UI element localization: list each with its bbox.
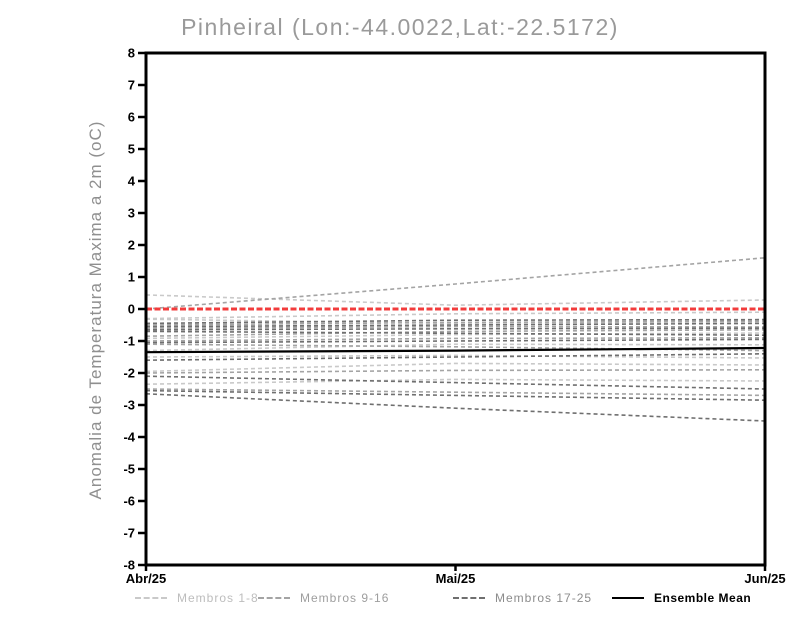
series-line-membro-17 <box>145 322 766 328</box>
y-tick-label: 2 <box>128 238 135 253</box>
y-tick-label: -5 <box>123 462 135 477</box>
series-line-ensemble-mean <box>145 346 766 354</box>
series-line-membro-1 <box>145 294 766 307</box>
y-tick-label: 8 <box>128 46 135 61</box>
chart-title: Pinheiral (Lon:-44.0022,Lat:-22.5172) <box>181 14 619 40</box>
legend-label: Membros 17-25 <box>495 591 593 605</box>
series-line-membro-16 <box>145 328 766 337</box>
series-line-membro-10 <box>145 320 766 326</box>
x-tick-label: Abr/25 <box>126 571 166 586</box>
series-line-membro-7 <box>145 362 766 373</box>
dashed-line-sample-light <box>135 597 167 599</box>
y-tick-label: 1 <box>128 270 135 285</box>
legend-item-membros-17-25: Membros 17-25 <box>453 591 592 605</box>
y-tick-label: 7 <box>128 78 135 93</box>
series-line-membro-22 <box>145 375 766 390</box>
series-line-membro-21 <box>145 353 766 361</box>
series-line-membro-8 <box>145 378 766 385</box>
series-line-membro-20 <box>145 338 766 344</box>
series-line-membro-6 <box>145 354 766 359</box>
series-line-membro-19 <box>145 330 766 336</box>
legend-label: Ensemble Mean <box>654 591 752 605</box>
series-line-membro-15 <box>145 388 766 397</box>
y-tick-label: -7 <box>123 526 135 541</box>
dashed-line-sample-dark <box>453 597 485 599</box>
y-tick-label: 6 <box>128 110 135 125</box>
series-line-membro-18 <box>145 327 766 331</box>
y-tick-label: -2 <box>123 366 135 381</box>
y-tick-label: -6 <box>123 494 135 509</box>
series-line-membro-11 <box>145 325 766 330</box>
y-tick-label: -4 <box>123 430 135 445</box>
legend-label: Membros 9-16 <box>300 591 390 605</box>
y-tick-label: 5 <box>128 142 135 157</box>
series-line-membro-23 <box>145 389 766 401</box>
series-line-membro-13 <box>145 343 766 352</box>
x-tick-label: Jun/25 <box>744 571 785 586</box>
y-tick-label: 4 <box>128 174 136 189</box>
series-line-membro-9 <box>145 257 766 310</box>
series-line-membro-24 <box>145 393 766 422</box>
x-tick-label: Mai/25 <box>436 571 476 586</box>
series-line-membro-4 <box>145 332 766 340</box>
y-tick-label: 0 <box>128 302 135 317</box>
legend-item-membros-9-16: Membros 9-16 <box>258 591 389 605</box>
series-line-membro-2 <box>145 311 766 320</box>
y-tick-label: 3 <box>128 206 135 221</box>
series-line-membro-25 <box>145 318 766 325</box>
legend-item-ensemble-mean: Ensemble Mean <box>612 591 751 605</box>
dashed-line-sample-medium <box>258 597 290 599</box>
series-line-membro-5 <box>145 343 766 352</box>
legend: Membros 1-8 Membros 9-16 Membros 17-25 E… <box>0 591 800 611</box>
y-tick-label: -3 <box>123 398 135 413</box>
legend-label: Membros 1-8 <box>177 591 259 605</box>
series-line-membro-3 <box>145 318 766 325</box>
solid-line-sample-black <box>612 597 644 599</box>
y-tick-label: -1 <box>123 334 135 349</box>
y-tick-label: -8 <box>123 558 135 573</box>
legend-item-membros-1-8: Membros 1-8 <box>135 591 259 605</box>
series-line-membro-14 <box>145 368 766 374</box>
series-line-membro-12 <box>145 336 766 342</box>
